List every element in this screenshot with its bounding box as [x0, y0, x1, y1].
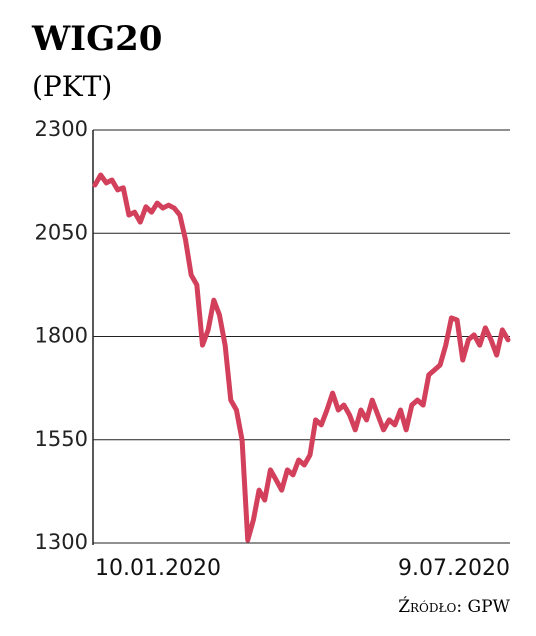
y-tick-label: 1550	[35, 427, 88, 451]
x-tick-label: 10.01.2020	[95, 556, 221, 581]
x-tick-label: 9.07.2020	[398, 556, 510, 581]
y-tick-label: 2300	[35, 117, 88, 141]
data-line	[92, 172, 511, 543]
y-tick-label: 1300	[35, 530, 88, 554]
y-tick-label: 1800	[35, 324, 88, 348]
chart-title: WIG20	[31, 19, 162, 59]
chart-subtitle: (PKT)	[32, 70, 112, 103]
source: Źródło: GPW	[398, 596, 510, 617]
y-tick-label: 2050	[35, 220, 88, 244]
